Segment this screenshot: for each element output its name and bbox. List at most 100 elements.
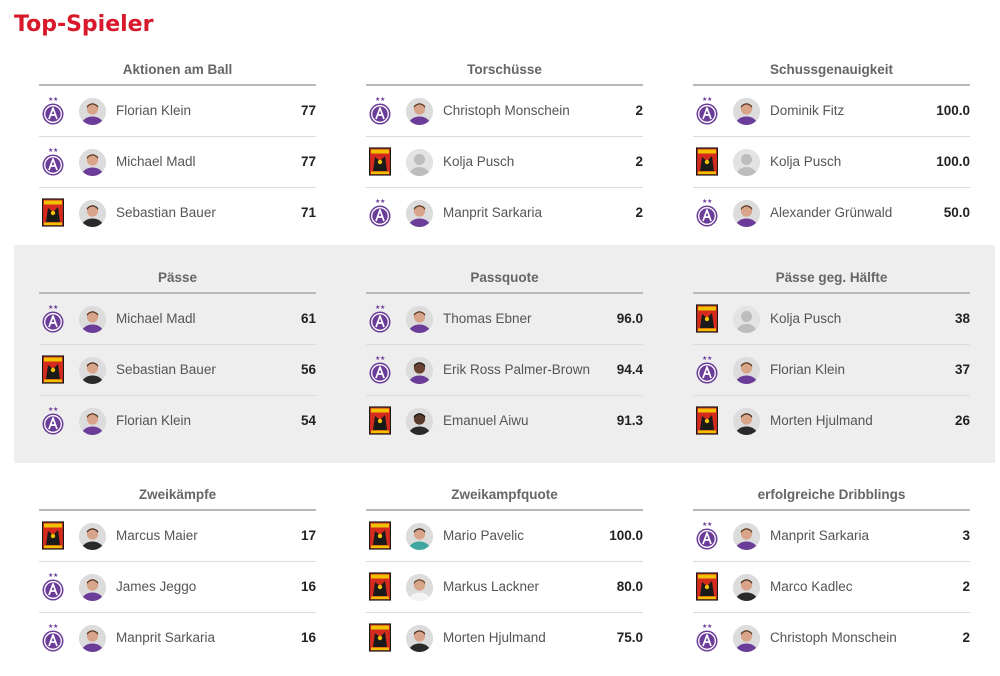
player-stat-value: 3: [962, 528, 970, 543]
player-row[interactable]: ★ ★ Alexander Grünwald 50.0: [693, 188, 970, 238]
player-name[interactable]: Manprit Sarkaria: [116, 630, 216, 645]
player-name[interactable]: Michael Madl: [116, 154, 196, 169]
austria-wien-crest-icon: ★ ★: [696, 521, 718, 551]
player-row[interactable]: Morten Hjulmand 75.0: [366, 613, 643, 663]
svg-text:★: ★: [702, 623, 707, 630]
svg-text:★: ★: [702, 96, 707, 103]
player-name[interactable]: Alexander Grünwald: [770, 205, 893, 220]
player-row[interactable]: Morten Hjulmand 26: [693, 396, 970, 446]
player-row[interactable]: ★ ★ Christoph Monschein 2: [366, 86, 643, 137]
player-row[interactable]: ★ ★ Manprit Sarkaria 3: [693, 511, 970, 562]
altach-crest-icon: [696, 147, 718, 177]
player-name[interactable]: Morten Hjulmand: [770, 413, 873, 428]
player-name[interactable]: Kolja Pusch: [443, 154, 515, 169]
stat-card-title: Torschüsse: [366, 60, 643, 86]
svg-text:★: ★: [53, 623, 58, 630]
player-name[interactable]: Sebastian Bauer: [116, 205, 216, 220]
player-avatar-icon: [406, 357, 433, 384]
player-name[interactable]: Kolja Pusch: [770, 311, 842, 326]
player-avatar-icon: [79, 523, 106, 550]
player-avatar-icon: [733, 523, 760, 550]
svg-text:★: ★: [380, 96, 385, 103]
player-stat-value: 56: [300, 362, 316, 377]
player-name[interactable]: Manprit Sarkaria: [770, 528, 870, 543]
player-name[interactable]: Marcus Maier: [116, 528, 198, 543]
player-avatar-icon: [79, 357, 106, 384]
player-name[interactable]: James Jeggo: [116, 579, 197, 594]
player-row[interactable]: ★ ★ Florian Klein 54: [39, 396, 316, 446]
player-row[interactable]: ★ ★ Michael Madl 61: [39, 294, 316, 345]
player-stat-value: 100.0: [609, 528, 643, 543]
player-name[interactable]: Thomas Ebner: [443, 311, 532, 326]
player-name[interactable]: Florian Klein: [116, 413, 192, 428]
player-row[interactable]: ★ ★ Florian Klein 77: [39, 86, 316, 137]
player-row[interactable]: Sebastian Bauer 71: [39, 188, 316, 238]
stat-card-title: Aktionen am Ball: [39, 60, 316, 86]
austria-wien-crest-icon: ★ ★: [42, 572, 64, 602]
player-row[interactable]: Kolja Pusch 38: [693, 294, 970, 345]
player-stat-value: 37: [954, 362, 970, 377]
player-name[interactable]: Christoph Monschein: [443, 103, 570, 118]
player-row[interactable]: ★ ★ James Jeggo 16: [39, 562, 316, 613]
stat-card-title: Zweikampfquote: [366, 485, 643, 511]
player-row[interactable]: ★ ★ Erik Ross Palmer-Brown 94.4: [366, 345, 643, 396]
player-avatar-icon: [406, 200, 433, 227]
svg-text:★: ★: [375, 304, 380, 311]
player-row[interactable]: ★ ★ Thomas Ebner 96.0: [366, 294, 643, 345]
austria-wien-crest-icon: ★ ★: [696, 623, 718, 653]
svg-text:★: ★: [53, 406, 58, 413]
player-name[interactable]: Mario Pavelic: [443, 528, 525, 543]
player-name[interactable]: Erik Ross Palmer-Brown: [443, 362, 591, 377]
player-stat-value: 61: [300, 311, 316, 326]
player-avatar-icon: [406, 98, 433, 125]
player-name[interactable]: Manprit Sarkaria: [443, 205, 543, 220]
svg-text:★: ★: [707, 521, 712, 528]
svg-text:★: ★: [48, 572, 53, 579]
svg-text:★: ★: [48, 623, 53, 630]
player-name[interactable]: Emanuel Aiwu: [443, 413, 529, 428]
stat-card: erfolgreiche Dribblings ★ ★ Manprit Sarkari…: [693, 485, 970, 663]
svg-text:★: ★: [702, 521, 707, 528]
player-row[interactable]: Mario Pavelic 100.0: [366, 511, 643, 562]
player-row[interactable]: ★ ★ Manprit Sarkaria 16: [39, 613, 316, 663]
placeholder-avatar-icon: [406, 149, 433, 176]
player-name[interactable]: Dominik Fitz: [770, 103, 845, 118]
player-stat-value: 26: [954, 413, 970, 428]
altach-crest-icon: [369, 623, 391, 653]
player-row[interactable]: ★ ★ Dominik Fitz 100.0: [693, 86, 970, 137]
player-name[interactable]: Kolja Pusch: [770, 154, 842, 169]
player-avatar-icon: [406, 408, 433, 435]
player-stat-value: 2: [635, 154, 643, 169]
austria-wien-crest-icon: ★ ★: [42, 406, 64, 436]
player-name[interactable]: Florian Klein: [770, 362, 846, 377]
svg-text:★: ★: [53, 572, 58, 579]
stat-card: Zweikampfquote Mario Pavelic 100.0 Markus L…: [366, 485, 643, 663]
player-name[interactable]: Christoph Monschein: [770, 630, 897, 645]
player-row[interactable]: Marcus Maier 17: [39, 511, 316, 562]
player-row[interactable]: Markus Lackner 80.0: [366, 562, 643, 613]
player-name[interactable]: Markus Lackner: [443, 579, 540, 594]
player-name[interactable]: Marco Kadlec: [770, 579, 853, 594]
player-stat-value: 2: [635, 103, 643, 118]
altach-crest-icon: [369, 406, 391, 436]
player-name[interactable]: Sebastian Bauer: [116, 362, 216, 377]
player-name[interactable]: Morten Hjulmand: [443, 630, 546, 645]
player-name[interactable]: Florian Klein: [116, 103, 192, 118]
player-stat-value: 100.0: [936, 154, 970, 169]
player-row[interactable]: ★ ★ Michael Madl 77: [39, 137, 316, 188]
player-row[interactable]: Emanuel Aiwu 91.3: [366, 396, 643, 446]
page-title: Top-Spieler: [14, 12, 154, 37]
player-row[interactable]: ★ ★ Christoph Monschein 2: [693, 613, 970, 663]
player-row[interactable]: ★ ★ Manprit Sarkaria 2: [366, 188, 643, 238]
placeholder-avatar-icon: [733, 149, 760, 176]
player-row[interactable]: Marco Kadlec 2: [693, 562, 970, 613]
player-row[interactable]: Kolja Pusch 2: [366, 137, 643, 188]
svg-text:★: ★: [707, 355, 712, 362]
player-row[interactable]: Sebastian Bauer 56: [39, 345, 316, 396]
player-stat-value: 91.3: [616, 413, 643, 428]
player-row[interactable]: Kolja Pusch 100.0: [693, 137, 970, 188]
placeholder-avatar-icon: [733, 306, 760, 333]
svg-text:★: ★: [53, 96, 58, 103]
player-row[interactable]: ★ ★ Florian Klein 37: [693, 345, 970, 396]
player-name[interactable]: Michael Madl: [116, 311, 196, 326]
